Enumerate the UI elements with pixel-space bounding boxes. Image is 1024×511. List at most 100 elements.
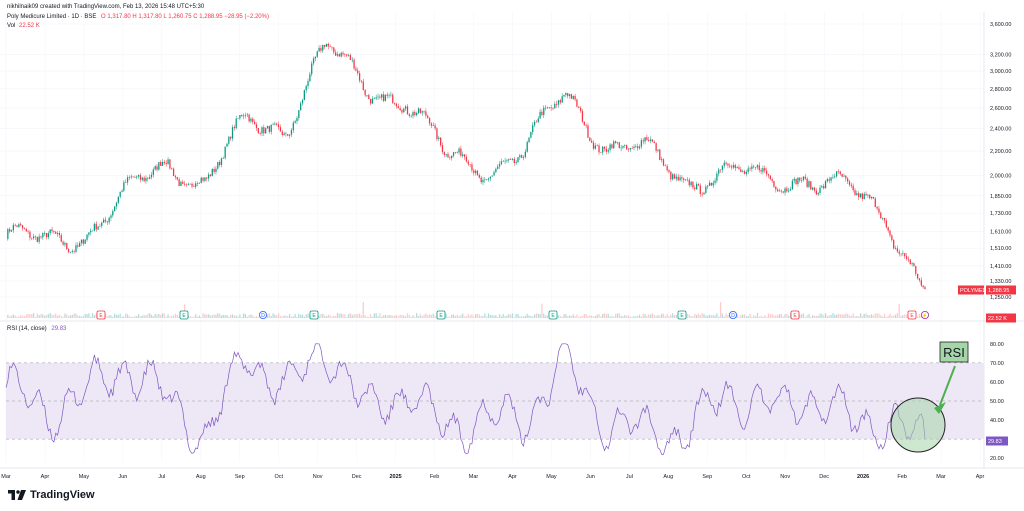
volume-bar — [563, 314, 565, 318]
tradingview-logo[interactable]: TradingView — [8, 489, 95, 501]
candle — [848, 179, 851, 187]
candle — [88, 232, 90, 238]
candle-body — [167, 159, 169, 164]
candle-body — [64, 243, 66, 245]
volume-bar — [471, 314, 473, 318]
candle — [73, 249, 75, 254]
candle-body — [137, 175, 140, 177]
volume-bar — [154, 313, 156, 318]
volume-bar — [526, 313, 528, 318]
volume-bar — [777, 314, 779, 318]
volume-bar — [771, 313, 773, 318]
volume-bar — [285, 315, 287, 318]
candle-body — [747, 168, 749, 172]
annotation-arrow — [939, 365, 956, 406]
volume-bar — [834, 314, 836, 318]
time-axis[interactable]: Mar Apr May Jun Jul Aug Sep Oct Nov Dec 2025 Feb Mar… — [1, 474, 984, 480]
candle — [207, 172, 210, 182]
candle-body — [607, 150, 609, 152]
volume-bar — [71, 314, 73, 318]
candle — [163, 159, 166, 165]
candle-body — [690, 181, 692, 186]
volume-bar — [51, 314, 53, 318]
candle — [154, 164, 156, 171]
volume-bar — [152, 316, 154, 318]
candle — [180, 180, 182, 187]
candle — [646, 134, 648, 141]
volume-bar — [132, 316, 134, 318]
event-markers[interactable]: E E D E E E E D E E ⚡ — [96, 310, 930, 320]
candle-body — [434, 125, 436, 129]
candle-body — [795, 178, 797, 185]
candle-body — [250, 118, 252, 122]
candle-body — [880, 212, 882, 219]
volume-bar — [515, 314, 517, 318]
volume-bar — [274, 314, 276, 318]
candle-body — [456, 152, 458, 153]
volume-bar — [638, 314, 641, 318]
rsi-legend[interactable]: RSI (14, close) 29.83 — [7, 326, 66, 332]
time-tick-label: Oct — [742, 474, 751, 480]
candle-body — [660, 159, 663, 161]
volume-bar — [887, 315, 889, 318]
candle-body — [204, 177, 206, 181]
volume-bar — [235, 315, 237, 318]
price-axis[interactable]: 3,600.003,200.003,000.002,800.002,600.00… — [990, 22, 1011, 301]
candle-body — [778, 190, 781, 192]
candle-body — [725, 162, 727, 164]
candle-body — [79, 243, 81, 247]
volume-bar — [333, 315, 335, 318]
volume-bar — [502, 314, 504, 318]
symbol-header[interactable]: Poly Medicure Limited · 1D · BSE O 1,317… — [7, 14, 269, 20]
candle-body — [646, 137, 648, 140]
volume-bar — [366, 316, 368, 318]
candle-body — [870, 196, 873, 199]
candle — [27, 229, 29, 235]
volume-bar — [160, 314, 162, 318]
volume-bar — [843, 314, 845, 318]
candle — [137, 174, 140, 179]
volume-legend[interactable]: Vol 22.52 K — [7, 23, 40, 29]
volume-bar — [847, 313, 849, 318]
candle-body — [528, 137, 530, 143]
volume-bar — [253, 316, 256, 318]
price-tick-label: 2,000.00 — [990, 174, 1011, 180]
candle — [515, 159, 517, 166]
volume-bar — [839, 314, 841, 318]
volume-value: 22.52 K — [19, 23, 40, 29]
volume-bar — [589, 315, 591, 318]
volume-bar — [629, 316, 631, 318]
volume-bar — [137, 313, 140, 318]
candle-body — [40, 236, 42, 238]
candle-body — [659, 149, 661, 161]
candle — [377, 93, 379, 101]
volume-bar — [878, 313, 880, 318]
candle — [265, 127, 267, 134]
candle-body — [346, 54, 348, 56]
volume-bar — [788, 315, 790, 318]
volume-bar — [535, 313, 538, 318]
candle — [195, 181, 197, 189]
candle — [279, 124, 282, 132]
rsi-tick-label: 50.00 — [990, 399, 1004, 405]
candle — [616, 141, 619, 145]
candle — [125, 179, 127, 183]
candle — [666, 164, 668, 173]
candle — [340, 51, 342, 58]
candle-body — [887, 227, 889, 231]
candle — [893, 239, 895, 250]
candle-body — [718, 169, 720, 174]
candle — [775, 186, 777, 193]
candle — [141, 176, 143, 182]
candle — [881, 217, 884, 221]
candle — [603, 146, 606, 152]
time-tick-label: Apr — [976, 474, 985, 480]
candle — [99, 223, 101, 227]
time-tick-label: 2026 — [857, 474, 869, 480]
candle — [64, 241, 66, 248]
candle — [307, 78, 309, 89]
candle-body — [340, 52, 342, 57]
volume-bar — [749, 313, 751, 318]
volume-bar — [25, 314, 27, 318]
candle — [77, 242, 79, 249]
